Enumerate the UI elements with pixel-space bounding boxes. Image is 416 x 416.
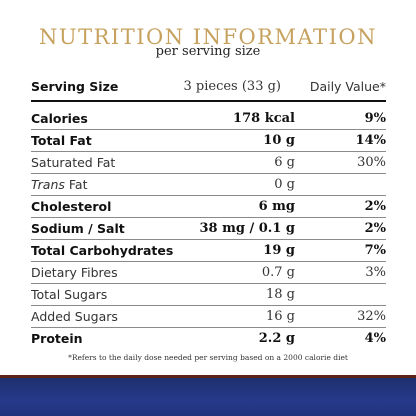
daily-value-footnote: *Refers to the daily dose needed per ser… [68,353,348,362]
daily-value-header: Daily Value* [309,79,386,94]
nutrient-amount: 19 g [263,243,295,258]
nutrient-name: Cholesterol [31,199,112,214]
serving-size-row: Serving Size 3 pieces (33 g) Daily Value… [31,74,386,102]
row-calories: Calories 178 kcal 9% [31,108,386,130]
nutrient-dv: 2% [364,221,386,236]
brand-band-accent [0,375,416,378]
row-sodium-salt: Sodium / Salt 38 mg / 0.1 g 2% [31,218,386,240]
serving-size-amount: 3 pieces (33 g) [183,79,282,94]
nutrient-amount: 0.7 g [261,265,295,280]
nutrient-amount: 16 g [266,309,295,324]
nutrient-amount: 2.2 g [258,331,295,346]
nutrient-amount: 18 g [266,287,295,302]
nutrient-amount: 6 mg [258,199,295,214]
nutrient-amount: 6 g [274,155,295,170]
row-saturated-fat: Saturated Fat 6 g 30% [31,152,386,174]
row-trans-fat: Trans Fat 0 g [31,174,386,196]
row-total-carbohydrates: Total Carbohydrates 19 g 7% [31,240,386,262]
nutrient-name: Total Carbohydrates [31,243,174,258]
nutrient-amount: 10 g [263,133,295,148]
nutrient-amount: 0 g [274,177,295,192]
serving-size-label: Serving Size [31,79,119,94]
row-protein: Protein 2.2 g 4% [31,328,386,349]
trans-rest: Fat [64,177,88,192]
nutrient-name: Trans Fat [31,174,87,195]
nutrient-dv: 30% [357,155,386,170]
row-total-sugars: Total Sugars 18 g [31,284,386,306]
nutrient-dv: 3% [365,265,386,280]
nutrition-table: Serving Size 3 pieces (33 g) Daily Value… [31,74,386,349]
nutrient-name: Total Sugars [31,287,108,302]
nutrient-name: Protein [31,331,83,346]
panel-subtitle: per serving size [155,44,261,59]
nutrient-amount: 38 mg / 0.1 g [199,221,296,236]
nutrient-name: Total Fat [31,133,92,148]
row-added-sugars: Added Sugars 16 g 32% [31,306,386,328]
nutrient-dv: 4% [364,331,386,346]
nutrient-name: Added Sugars [31,309,118,324]
nutrient-dv: 2% [364,199,386,214]
brand-band [0,378,416,416]
row-dietary-fibres: Dietary Fibres 0.7 g 3% [31,262,386,284]
nutrient-name: Saturated Fat [31,155,116,170]
row-cholesterol: Cholesterol 6 mg 2% [31,196,386,218]
nutrient-amount: 178 kcal [233,111,295,126]
nutrient-name: Calories [31,111,88,126]
nutrient-dv: 9% [364,111,386,126]
nutrient-dv: 7% [364,243,386,258]
trans-italic: Trans [31,177,65,192]
panel-title: NUTRITION INFORMATION [39,25,377,49]
nutrient-name: Sodium / Salt [31,221,125,236]
nutrient-dv: 32% [357,309,386,324]
nutrient-dv: 14% [355,133,386,148]
row-total-fat: Total Fat 10 g 14% [31,130,386,152]
nutrient-name: Dietary Fibres [31,265,118,280]
